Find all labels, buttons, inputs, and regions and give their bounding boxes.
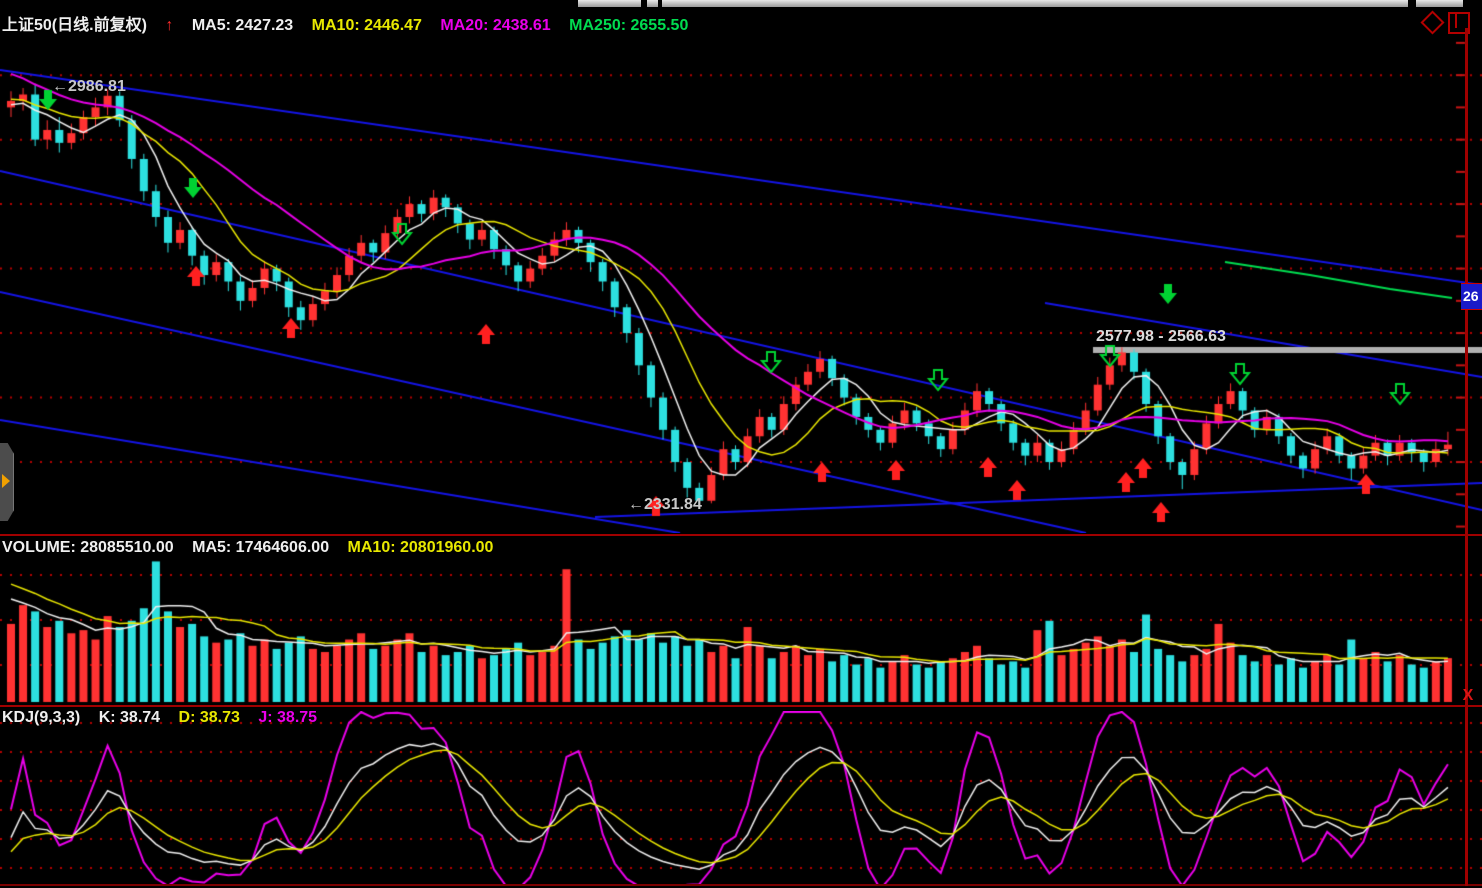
volume-ma10-readout: MA10: 20801960.00 xyxy=(347,539,494,556)
ma250-readout: MA250: 2655.50 xyxy=(569,17,689,34)
low-price-label: ←2331.84 xyxy=(628,496,702,513)
right-price-axis xyxy=(1465,28,1468,886)
sidebar-flyout-handle[interactable] xyxy=(0,443,14,521)
kdj-j-readout: J: 38.75 xyxy=(258,709,318,726)
main-volume-divider xyxy=(0,534,1482,536)
volume-kdj-divider xyxy=(0,705,1482,707)
candlestick-chart-canvas[interactable] xyxy=(0,30,1482,533)
kdj-header: KDJ(9,3,3) K: 38.74 D: 38.73 J: 38.75 xyxy=(2,709,331,727)
expand-right-icon xyxy=(2,474,10,488)
instrument-title: 上证50(日线.前复权) xyxy=(2,17,147,34)
volume-header: VOLUME: 28085510.00 MA5: 17464606.00 MA1… xyxy=(2,539,507,557)
gap-range-label: 2577.98 - 2566.63 xyxy=(1096,328,1226,345)
bottom-border xyxy=(0,884,1482,886)
toolbar-strip-segment xyxy=(647,0,658,7)
axis-price-badge: 26 xyxy=(1461,283,1482,310)
volume-readout: VOLUME: 28085510.00 xyxy=(2,539,174,556)
main-chart-header: 上证50(日线.前复权) ↑ MA5: 2427.23 MA10: 2446.4… xyxy=(2,11,702,35)
volume-ma5-readout: MA5: 17464606.00 xyxy=(192,539,330,556)
close-indicator-button[interactable]: X xyxy=(1462,687,1474,704)
toolbar-strip-segment xyxy=(662,0,1408,7)
ma10-readout: MA10: 2446.47 xyxy=(311,17,422,34)
kdj-chart-canvas[interactable] xyxy=(0,711,1482,884)
ma5-readout: MA5: 2427.23 xyxy=(191,17,294,34)
trend-up-arrow-icon: ↑ xyxy=(165,17,174,34)
kdj-k-readout: K: 38.74 xyxy=(98,709,161,726)
toolbar-strip-segment xyxy=(578,0,641,7)
toolbar-strip-segment xyxy=(1416,0,1463,7)
kdj-indicator-name: KDJ(9,3,3) xyxy=(2,709,81,726)
kdj-d-readout: D: 38.73 xyxy=(178,709,240,726)
volume-chart-canvas[interactable] xyxy=(0,537,1482,703)
high-price-label: ←2986.81 xyxy=(52,78,126,95)
ma20-readout: MA20: 2438.61 xyxy=(440,17,551,34)
